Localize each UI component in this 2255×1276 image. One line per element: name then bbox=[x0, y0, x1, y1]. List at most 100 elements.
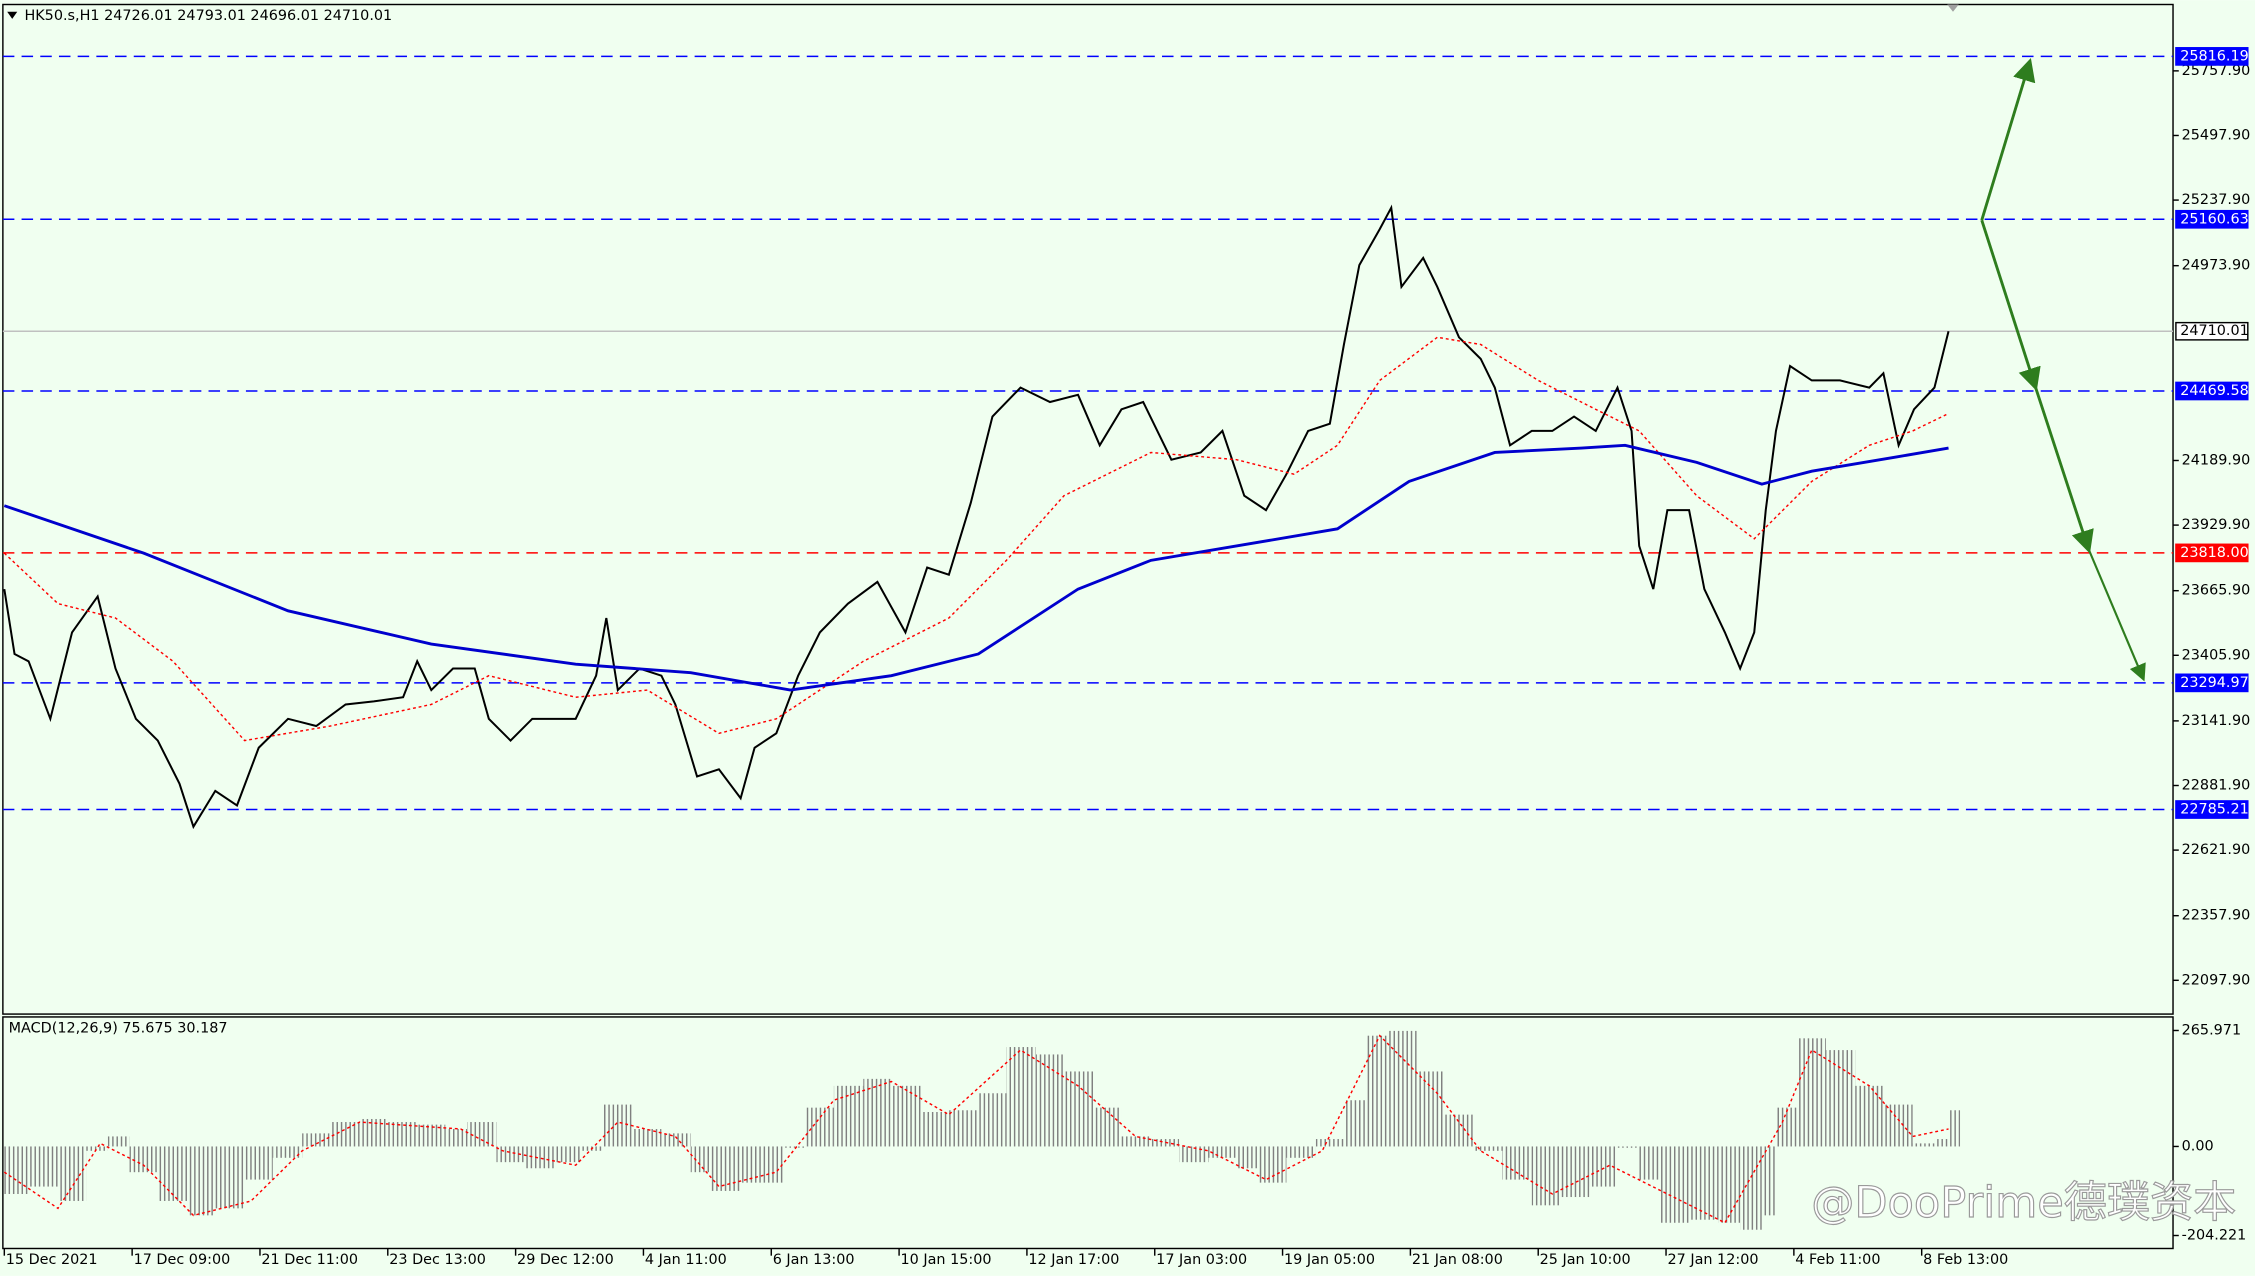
histogram-bar bbox=[1121, 1136, 1151, 1147]
y-tick-label: 24189.90 bbox=[2182, 452, 2251, 468]
price-level-label: 23294.97 bbox=[2180, 675, 2249, 691]
x-tick-label: 19 Jan 05:00 bbox=[1284, 1252, 1375, 1268]
histogram-bar bbox=[86, 1146, 108, 1151]
histogram-bar bbox=[1948, 1110, 1961, 1147]
x-tick-label: 17 Jan 03:00 bbox=[1156, 1252, 1247, 1268]
histogram-bar bbox=[661, 1133, 691, 1147]
histogram-bar bbox=[28, 1146, 59, 1187]
histogram-bar bbox=[603, 1104, 634, 1147]
histogram-bar bbox=[1343, 1100, 1366, 1147]
histogram-bar bbox=[272, 1146, 303, 1158]
histogram-bar bbox=[387, 1122, 418, 1147]
main-panel bbox=[2, 3, 2174, 1015]
watermark: @DooPrime德璞资本 bbox=[1811, 1178, 2236, 1228]
histogram-bar bbox=[891, 1085, 921, 1147]
histogram-bar bbox=[129, 1146, 158, 1173]
y-tick-label: 22621.90 bbox=[2182, 842, 2251, 858]
histogram-bar bbox=[1063, 1071, 1094, 1147]
histogram-bar bbox=[1315, 1139, 1344, 1147]
histogram-bar bbox=[833, 1085, 864, 1147]
histogram-bar bbox=[863, 1078, 892, 1147]
histogram-bar bbox=[1387, 1030, 1417, 1147]
histogram-bar bbox=[1689, 1146, 1719, 1220]
series-line bbox=[3, 1034, 1949, 1224]
y-tick-label: 23141.90 bbox=[2182, 713, 2251, 729]
histogram-bar bbox=[1883, 1104, 1913, 1147]
y-tick-label: 0.00 bbox=[2182, 1138, 2214, 1154]
price-level-label: 25160.63 bbox=[2180, 211, 2249, 227]
histogram-bar bbox=[1208, 1146, 1237, 1158]
price-level-tag bbox=[2175, 673, 2249, 693]
x-tick-label: 17 Dec 09:00 bbox=[134, 1252, 231, 1268]
menu-triangle[interactable] bbox=[7, 11, 18, 19]
x-tick-label: 23 Dec 13:00 bbox=[389, 1252, 486, 1268]
y-tick-label: 265.971 bbox=[2182, 1022, 2241, 1038]
histogram-bar bbox=[690, 1146, 712, 1173]
histogram-bar bbox=[417, 1124, 446, 1147]
arrow bbox=[1980, 219, 2041, 392]
x-tick-label: 8 Feb 13:00 bbox=[1923, 1252, 2008, 1268]
histogram-bar bbox=[784, 1146, 806, 1148]
price-level-label: 25816.19 bbox=[2180, 48, 2249, 64]
histogram-bar bbox=[302, 1133, 331, 1147]
histogram-bar bbox=[920, 1112, 949, 1147]
y-tick-label: 23929.90 bbox=[2182, 517, 2251, 533]
histogram-bar bbox=[1365, 1035, 1388, 1147]
price-level-label: 23818.00 bbox=[2180, 545, 2249, 561]
x-tick-label: 6 Jan 13:00 bbox=[773, 1252, 855, 1268]
histogram-bar bbox=[762, 1146, 785, 1183]
price-level-tag bbox=[2175, 321, 2249, 341]
arrow bbox=[2087, 547, 2146, 682]
x-tick-label: 27 Jan 12:00 bbox=[1667, 1252, 1758, 1268]
histogram-bar bbox=[1797, 1038, 1826, 1147]
y-tick-label: 25497.90 bbox=[2182, 127, 2251, 143]
x-tick-label: 4 Feb 11:00 bbox=[1795, 1252, 1880, 1268]
arrow bbox=[1980, 57, 2036, 221]
histogram-bar bbox=[107, 1136, 130, 1147]
histogram-bar bbox=[948, 1110, 979, 1147]
histogram-bar bbox=[58, 1146, 87, 1201]
histogram-bar bbox=[445, 1129, 468, 1147]
histogram-bar bbox=[1559, 1146, 1590, 1198]
histogram-bar bbox=[740, 1146, 763, 1183]
histogram-bar bbox=[1855, 1085, 1884, 1147]
shift-marker bbox=[1947, 4, 1959, 12]
series-line bbox=[3, 336, 1949, 742]
price-level-label: 24469.58 bbox=[2180, 383, 2249, 399]
histogram-bar bbox=[157, 1146, 188, 1201]
price-level-tag bbox=[2175, 543, 2249, 563]
histogram-bar bbox=[1035, 1054, 1064, 1147]
price-level-label: 24710.01 bbox=[2180, 323, 2249, 339]
histogram-bar bbox=[1093, 1107, 1122, 1147]
histogram-bar bbox=[244, 1146, 273, 1180]
histogram-bar bbox=[711, 1146, 741, 1191]
histogram-bar bbox=[330, 1122, 360, 1147]
y-tick-label: 22881.90 bbox=[2182, 777, 2251, 793]
histogram-bar bbox=[1660, 1146, 1690, 1223]
histogram-bar bbox=[1502, 1146, 1532, 1180]
price-level-tag bbox=[2175, 381, 2249, 401]
histogram-bar bbox=[978, 1093, 1007, 1147]
forecast-arrows bbox=[1980, 57, 2146, 682]
histogram-bar bbox=[1825, 1050, 1856, 1147]
x-tick-label: 4 Jan 11:00 bbox=[645, 1252, 727, 1268]
macd-panel bbox=[2, 1016, 2174, 1250]
histogram-bar bbox=[1416, 1071, 1445, 1147]
x-tick-label: 25 Jan 10:00 bbox=[1540, 1252, 1631, 1268]
y-tick-label: 22097.90 bbox=[2182, 972, 2251, 988]
price-level-tag bbox=[2175, 209, 2249, 229]
histogram-bar bbox=[1912, 1143, 1935, 1147]
price-level-label: 22785.21 bbox=[2180, 802, 2249, 818]
histogram-bar bbox=[1639, 1146, 1661, 1180]
macd-title: MACD(12,26,9) 75.675 30.187 bbox=[9, 1020, 228, 1036]
price-level-tag bbox=[2175, 47, 2249, 66]
y-tick-label: 23405.90 bbox=[2182, 647, 2251, 663]
x-tick-label: 12 Jan 17:00 bbox=[1028, 1252, 1119, 1268]
price-level-tag bbox=[2175, 800, 2249, 819]
series-line bbox=[3, 443, 1949, 692]
y-tick-label: 24973.90 bbox=[2182, 258, 2251, 274]
histogram-bar bbox=[633, 1129, 662, 1147]
histogram-bar bbox=[805, 1107, 834, 1147]
